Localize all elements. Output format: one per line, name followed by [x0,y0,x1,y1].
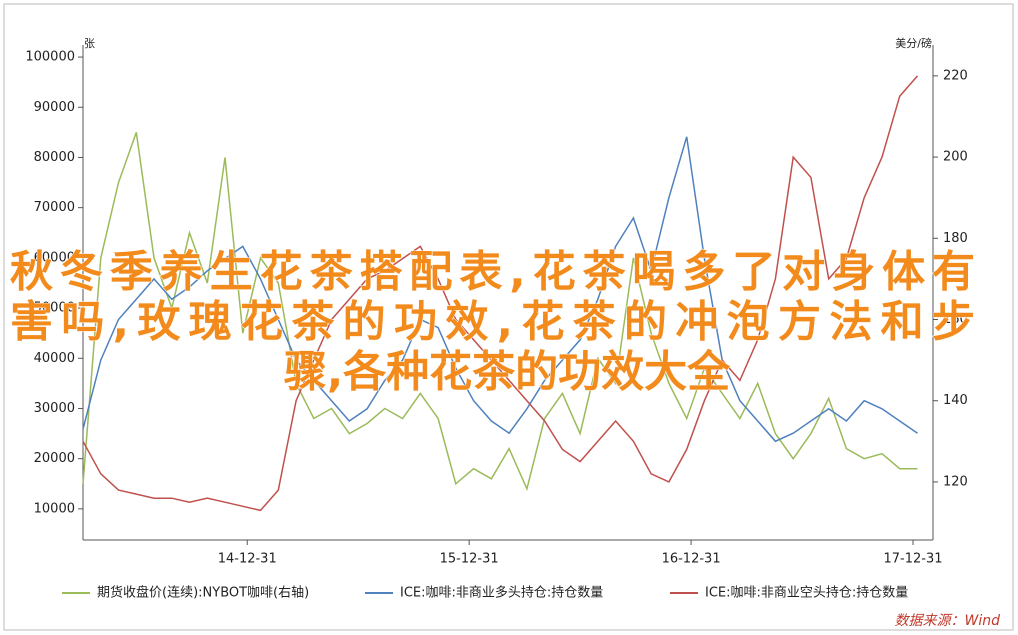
y2-tick-label: 140 [943,393,968,408]
y-axis-unit: 张 [84,37,95,50]
y-tick-label: 50000 [34,301,75,316]
x-tick-label: 17-12-31 [884,552,943,567]
y-tick-label: 80000 [34,150,75,165]
y2-axis-unit: 美分/磅 [895,36,932,50]
y-tick-label: 100000 [25,50,75,65]
y-tick-label: 40000 [34,351,75,366]
y-tick-label: 20000 [34,451,75,466]
series-line [82,136,918,443]
y2-tick-label: 200 [943,150,968,165]
y-tick-label: 30000 [34,401,75,416]
y-tick-label: 90000 [34,100,75,115]
x-tick-label: 15-12-31 [440,552,499,567]
legend-label: 期货收盘价(连续):NYBOT咖啡(右轴) [97,585,309,601]
x-tick-label: 16-12-31 [662,552,721,567]
legend-label: ICE:咖啡:非商业空头持仓:持仓数量 [705,586,908,601]
y2-tick-label: 120 [943,474,968,489]
series-line [82,132,918,492]
overlay-text: 骤,各种花茶的功效大全 [284,348,731,398]
y-tick-label: 10000 [34,501,75,516]
y-tick-label: 70000 [34,200,75,215]
y2-tick-label: 160 [943,312,968,327]
x-tick-label: 14-12-31 [218,552,277,567]
series-line [82,75,919,512]
source-note: 数据来源：Wind [895,613,1001,629]
y2-tick-label: 180 [943,231,968,246]
y2-tick-label: 220 [943,68,968,83]
overlay-text: 秋冬季养生花茶搭配表,花茶喝多了对身体有 [10,248,975,298]
legend-label: ICE:咖啡:非商业多头持仓:持仓数量 [400,585,603,601]
y-tick-label: 60000 [34,250,75,265]
overlay-text: 害吗,玫瑰花茶的功效,花茶的冲泡方法和步 [10,298,975,348]
chart-frame [3,3,1014,631]
